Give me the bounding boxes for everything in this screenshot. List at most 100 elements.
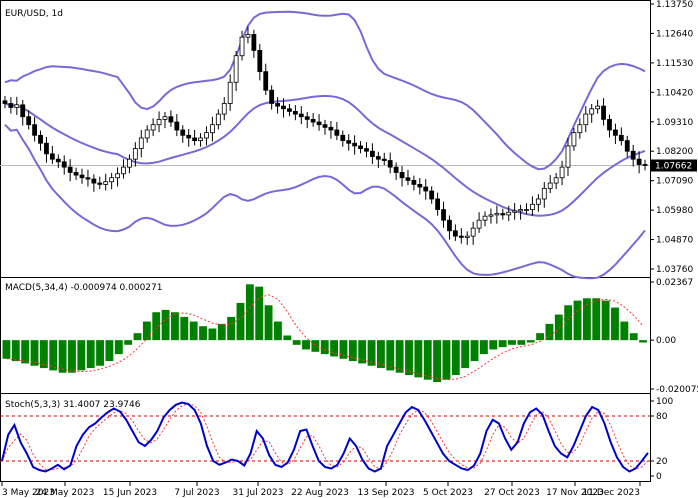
candle-body — [67, 166, 73, 173]
candle-body — [441, 209, 446, 221]
candle-body — [364, 148, 369, 152]
macd-bar — [114, 340, 123, 355]
candle-body — [375, 156, 381, 160]
stoch-tick-label: 80 — [656, 412, 668, 422]
candle-body — [417, 183, 423, 188]
candle-body — [642, 164, 648, 166]
macd-bar — [208, 328, 217, 341]
candle-body — [132, 148, 138, 160]
macd-bar — [124, 340, 133, 345]
candle-body — [209, 124, 215, 134]
candle-body — [488, 214, 494, 217]
candle-body — [447, 219, 452, 232]
x-tick-label: 31 Jul 2023 — [233, 488, 284, 498]
macd-bar — [592, 298, 601, 341]
candle-body — [310, 118, 316, 123]
candle-body — [399, 172, 405, 179]
candle-body — [180, 129, 186, 136]
candles — [2, 26, 648, 245]
candle-body — [49, 153, 55, 160]
candle-body — [168, 116, 174, 123]
macd-bar — [508, 340, 516, 345]
stoch-tick-label: 20 — [656, 457, 668, 467]
macd-bar — [39, 340, 48, 369]
macd-bar — [339, 340, 348, 359]
macd-bar — [582, 298, 591, 341]
candle-body — [452, 230, 458, 237]
candle-body — [530, 203, 535, 210]
x-tick-label: 27 Oct 2023 — [484, 488, 540, 498]
price-tick-label: 1.13750 — [656, 0, 693, 10]
macd-bar — [274, 321, 282, 341]
candle-body — [14, 104, 20, 108]
x-tick-label: 24 May 2023 — [36, 488, 95, 498]
candle-body — [8, 103, 14, 108]
macd-bar — [629, 333, 638, 341]
candle-body — [251, 34, 257, 51]
macd-bar — [21, 340, 30, 364]
candle-body — [387, 160, 393, 168]
x-tick-label: 11 Dec 2023 — [583, 488, 641, 498]
bollinger-middle — [4, 94, 646, 217]
macd-bar — [2, 340, 11, 359]
macd-bar — [199, 326, 207, 341]
candle-body — [44, 142, 49, 155]
candle-body — [61, 161, 67, 168]
candle-body — [215, 113, 221, 126]
x-tick-label: 15 Jun 2023 — [103, 488, 157, 498]
candle-body — [512, 210, 518, 213]
macd-bar — [68, 340, 76, 373]
candle-body — [524, 209, 529, 211]
macd-histogram — [2, 284, 647, 383]
candle-body — [334, 129, 340, 136]
stoch-tick-label: 100 — [656, 397, 673, 407]
candle-body — [269, 89, 275, 104]
macd-bar — [545, 323, 554, 341]
macd-bar — [320, 340, 329, 355]
macd-bar — [564, 305, 573, 341]
candle-body — [346, 140, 352, 144]
macd-tick-label: -0.020075 — [656, 385, 698, 395]
macd-bar — [611, 307, 619, 341]
candle-body — [583, 113, 589, 126]
macd-bar — [11, 340, 20, 362]
candle-body — [411, 180, 417, 185]
macd-bar — [517, 340, 526, 345]
candle-body — [541, 187, 547, 200]
macd-bar — [58, 340, 67, 373]
candle-body — [601, 105, 606, 120]
candle-body — [204, 132, 209, 139]
candle-body — [577, 124, 583, 134]
candle-body — [162, 116, 168, 120]
candle-body — [464, 235, 470, 238]
candle-body — [79, 174, 85, 179]
macd-bar — [395, 340, 404, 373]
candle-body — [393, 166, 399, 173]
candle-body — [263, 71, 269, 91]
x-tick-label: 5 Oct 2023 — [423, 488, 473, 498]
x-tick-label: 7 Jul 2023 — [174, 488, 219, 498]
macd-bar — [358, 340, 367, 364]
candle-body — [144, 129, 150, 139]
candle-body — [630, 150, 636, 160]
candle-body — [500, 213, 506, 216]
macd-bar — [367, 340, 376, 366]
candle-body — [352, 142, 358, 147]
price-tick-label: 1.04870 — [656, 236, 693, 246]
candle-body — [553, 177, 559, 184]
macd-bar — [526, 340, 535, 343]
candle-body — [233, 55, 239, 83]
candle-body — [482, 215, 488, 221]
macd-bar — [554, 314, 563, 341]
candle-body — [186, 134, 192, 139]
macd-bar — [77, 340, 86, 371]
stoch-tick-label: 0 — [656, 472, 662, 482]
candle-body — [636, 158, 642, 165]
candle-body — [257, 50, 263, 73]
candle-body — [73, 172, 79, 176]
macd-bar — [96, 340, 104, 366]
candle-body — [370, 150, 375, 157]
stoch-k-line — [1, 401, 649, 473]
bollinger-bands — [4, 10, 646, 280]
